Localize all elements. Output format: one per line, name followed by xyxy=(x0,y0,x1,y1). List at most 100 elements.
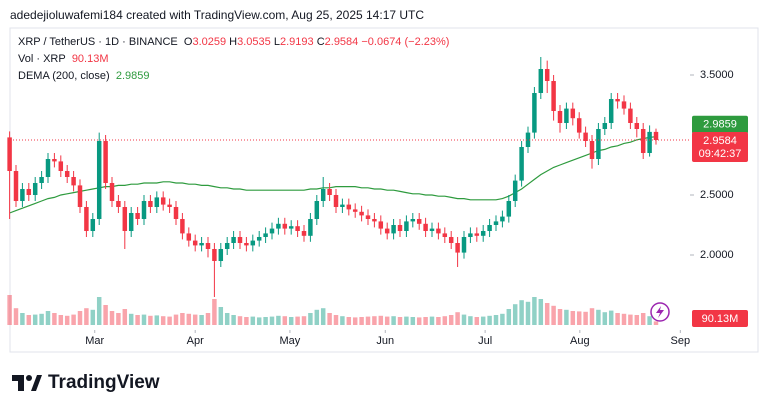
candle-body xyxy=(7,137,12,171)
logo-text: TradingView xyxy=(48,372,160,393)
candle-body xyxy=(205,243,211,249)
volume-bar xyxy=(640,313,646,325)
volume-bar xyxy=(557,309,563,325)
candle-body xyxy=(628,108,633,123)
candle-body xyxy=(544,69,550,81)
volume-bar xyxy=(288,317,294,325)
volume-bar xyxy=(410,317,416,325)
candle-body xyxy=(557,111,563,123)
volume-bar xyxy=(378,315,384,325)
ohlc-value: 3.0535 xyxy=(237,36,271,48)
candle-body xyxy=(109,183,115,201)
volume-bar xyxy=(199,315,204,325)
volume-bar xyxy=(365,316,371,325)
volume-bar xyxy=(64,315,70,325)
candle-body xyxy=(480,231,486,236)
volume-bar xyxy=(128,313,134,325)
change-percent: (−2.23%) xyxy=(404,36,450,48)
ohlc-key: L xyxy=(273,36,280,48)
logo-icon xyxy=(12,375,42,391)
candle-body xyxy=(135,213,140,219)
volume-bar xyxy=(205,313,211,325)
candle-body xyxy=(141,201,147,219)
candle-body xyxy=(352,209,358,212)
volume-bar xyxy=(154,315,160,325)
volume-bar xyxy=(192,314,198,325)
candle-body xyxy=(378,221,384,229)
volume-bar xyxy=(512,304,518,325)
candle-body xyxy=(32,183,38,195)
volume-bar xyxy=(391,316,396,325)
volume-bar xyxy=(244,317,249,325)
volume-bar xyxy=(20,313,25,325)
dema-badge xyxy=(692,115,748,134)
ohlc-value: 2.9193 xyxy=(279,36,314,48)
symbol: XRP / TetherUS · 1D · BINANCE xyxy=(18,36,178,48)
candle-body xyxy=(90,219,96,231)
volume-bar xyxy=(621,313,627,325)
change: −0.0674 xyxy=(361,36,402,48)
candle-body xyxy=(532,93,537,133)
volume-bar xyxy=(109,311,115,325)
volume-bar xyxy=(468,316,473,325)
price-badge-label: 2.9584 xyxy=(703,135,737,147)
candle-body xyxy=(103,141,108,183)
volume-bar xyxy=(45,311,51,325)
dema-legend: DEMA (200, close) 2.9859 xyxy=(18,70,149,82)
volume-bar xyxy=(141,314,147,325)
candle-body xyxy=(391,225,396,234)
ohlc-value: 3.0259 xyxy=(192,36,227,48)
candle-body xyxy=(199,243,204,246)
candle-body xyxy=(45,159,51,177)
x-tick-label: Sep xyxy=(671,335,691,347)
candle-body xyxy=(333,195,339,207)
volume-bar xyxy=(602,312,608,325)
candle-body xyxy=(474,233,480,236)
volume-bar xyxy=(77,311,83,325)
candle-body xyxy=(154,197,160,207)
candle-body xyxy=(615,99,620,102)
candle-body xyxy=(525,132,531,147)
volume-bar xyxy=(13,308,19,325)
volume-bar xyxy=(212,299,217,325)
volume-bar xyxy=(596,309,601,325)
volume-bar xyxy=(250,316,256,325)
volume-name: Vol · XRP xyxy=(18,53,66,65)
volume-bar xyxy=(576,311,582,325)
candle-body xyxy=(634,123,640,129)
candle-body xyxy=(269,228,275,234)
volume-bar xyxy=(52,313,57,325)
volume-bar xyxy=(39,313,44,325)
candle-body xyxy=(122,207,128,231)
volume-bar xyxy=(96,297,102,325)
volume-badge xyxy=(692,310,748,327)
volume-bar xyxy=(359,317,364,325)
volume-bar xyxy=(525,301,531,325)
candle-body xyxy=(519,147,524,181)
volume-bar xyxy=(474,317,480,325)
volume-bar xyxy=(7,295,12,325)
volume-value: 90.13M xyxy=(71,53,109,65)
candle-body xyxy=(551,81,556,111)
candle-body xyxy=(436,228,441,234)
x-tick-label: Aug xyxy=(570,335,590,347)
candle-body xyxy=(461,237,467,253)
volume-bar xyxy=(461,314,467,325)
volume-bar xyxy=(320,308,326,325)
candle-body xyxy=(71,177,76,186)
volume-bar xyxy=(32,314,38,325)
candle-body xyxy=(295,226,300,231)
volume-bar xyxy=(455,312,460,325)
candle-body xyxy=(448,237,454,243)
volume-bar xyxy=(237,316,243,325)
volume-bar xyxy=(276,315,281,325)
candle-body xyxy=(77,185,83,207)
volume-bar xyxy=(551,305,556,325)
volume-bar xyxy=(346,317,352,325)
candle-body xyxy=(218,249,224,261)
candle-body xyxy=(13,171,19,201)
candle-body xyxy=(647,131,652,153)
candle-body xyxy=(39,177,44,183)
volume-bar xyxy=(269,316,275,325)
candle-body xyxy=(340,204,345,207)
